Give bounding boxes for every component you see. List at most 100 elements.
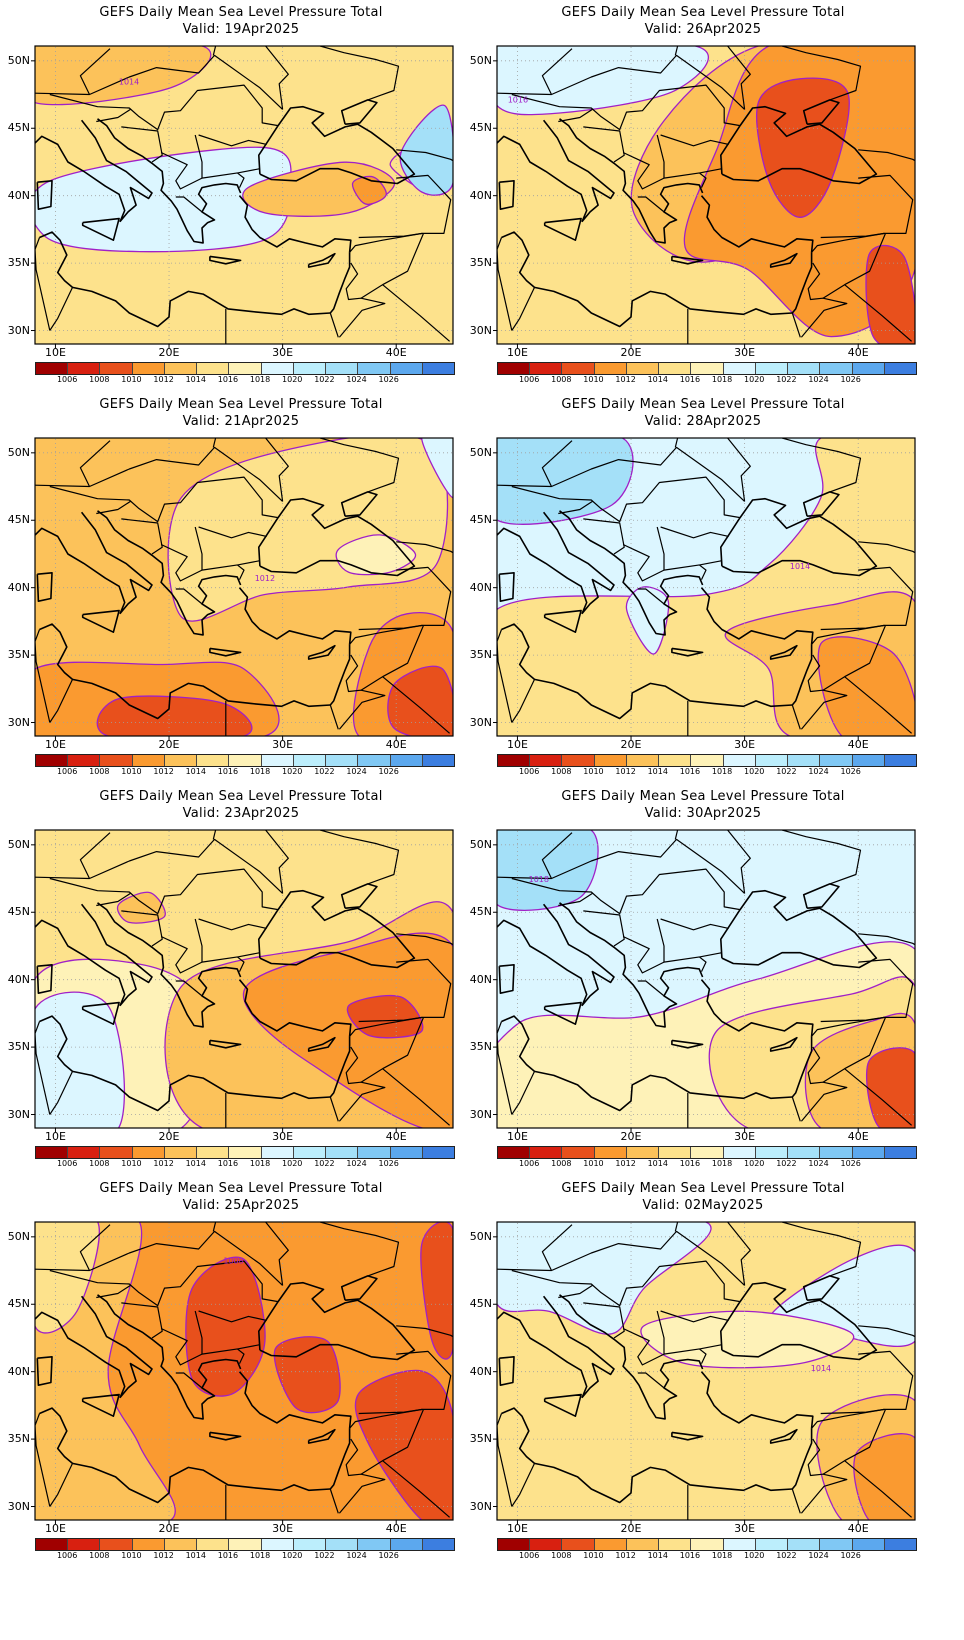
country-border: [858, 541, 915, 554]
colorbar-label: 1018: [249, 375, 271, 384]
coastline: [329, 1036, 351, 1098]
colorbar-swatch: [68, 755, 101, 766]
colorbar-swatch: [358, 1539, 391, 1550]
country-border: [396, 933, 453, 946]
pressure-map: 1008: [31, 1221, 454, 1524]
longitude-label: 20E: [620, 346, 642, 359]
colorbar-swatch: [293, 1539, 327, 1550]
country-border: [265, 1222, 289, 1286]
country-border: [49, 679, 74, 723]
colorbar-swatch: [530, 1147, 563, 1158]
country-border: [79, 48, 111, 95]
colorbar-swatch: [594, 363, 627, 374]
country-border: [511, 476, 741, 523]
longitude-label: 40E: [385, 346, 407, 359]
latitude-label: 45N: [469, 121, 492, 135]
longitude-label: 30E: [734, 738, 756, 751]
country-border: [121, 518, 163, 555]
colorbar-label: 1006: [56, 375, 78, 384]
country-border: [622, 935, 723, 974]
country-border: [511, 1071, 536, 1115]
country-border: [858, 1325, 915, 1338]
latitude-label: 50N: [469, 445, 492, 459]
coastline: [769, 644, 798, 660]
colorbar-label: 1006: [518, 767, 540, 776]
colorbar-swatch: [530, 1539, 563, 1550]
coastline: [802, 491, 840, 517]
colorbar-swatch: [562, 1147, 595, 1158]
latitude-label: 35N: [469, 648, 492, 662]
coastline: [671, 1431, 704, 1441]
colorbar-swatch: [358, 363, 391, 374]
colorbar-label: 1010: [583, 1159, 604, 1168]
coastline: [35, 1295, 153, 1399]
colorbar-label: 1022: [314, 375, 335, 384]
colorbar-label: 1010: [121, 1551, 142, 1560]
colorbar-label: 1016: [217, 375, 239, 384]
country-border: [35, 446, 284, 502]
coastline: [36, 964, 53, 994]
coastline: [209, 1431, 242, 1441]
colorbar-label: 1020: [282, 767, 303, 776]
latitude-label: 35N: [7, 1432, 30, 1446]
country-border: [511, 287, 536, 331]
colorbar-label: 1012: [153, 1159, 174, 1168]
pressure-contour-band: [387, 665, 453, 736]
country-border: [96, 1284, 131, 1299]
country-border: [727, 438, 751, 502]
country-border: [811, 1016, 885, 1037]
pressure-colorbar: [497, 754, 917, 767]
longitude-label: 30E: [272, 738, 294, 751]
map-panel: GEFS Daily Mean Sea Level Pressure Total…: [0, 1176, 482, 1586]
country-border: [329, 312, 339, 338]
coastline: [719, 1281, 878, 1361]
latitude-label: 30N: [469, 323, 492, 337]
pressure-contour-band: [354, 1369, 453, 1520]
longitude-label: 40E: [385, 1130, 407, 1143]
coastline: [238, 1371, 352, 1429]
coastline: [340, 491, 378, 517]
panel-title: GEFS Daily Mean Sea Level Pressure Total: [99, 5, 383, 20]
coastline: [700, 195, 814, 253]
country-border: [360, 233, 425, 299]
coastline: [35, 903, 153, 1007]
coastline: [340, 99, 378, 125]
country-border: [660, 1310, 729, 1323]
country-border: [79, 440, 111, 487]
country-border: [49, 476, 279, 523]
country-border: [35, 1230, 284, 1286]
colorbar-swatch: [530, 755, 563, 766]
country-border: [622, 543, 723, 582]
longitude-label: 10E: [44, 1130, 66, 1143]
country-border: [511, 1260, 741, 1307]
colorbar-swatch: [132, 755, 165, 766]
country-border: [511, 1463, 536, 1507]
colorbar-swatch: [261, 1147, 294, 1158]
coastline: [498, 964, 515, 994]
colorbar-label: 1012: [615, 1551, 636, 1560]
coastline: [81, 1393, 120, 1417]
colorbar-swatch: [562, 755, 595, 766]
country-border: [349, 1408, 423, 1429]
map-panel: GEFS Daily Mean Sea Level Pressure Total…: [0, 784, 482, 1194]
coastline: [559, 510, 704, 636]
pressure-map: 1014: [493, 1221, 916, 1524]
latitude-label: 40N: [469, 188, 492, 202]
colorbar-label: 1014: [185, 1159, 206, 1168]
coastline: [307, 252, 336, 268]
country-border: [396, 149, 453, 162]
colorbar-label: 1024: [808, 767, 829, 776]
colorbar-label: 1006: [518, 1551, 540, 1560]
country-border: [558, 892, 593, 907]
colorbar-label: 1016: [679, 375, 701, 384]
country-border: [198, 1310, 267, 1323]
colorbar-swatch: [755, 1539, 789, 1550]
longitude-label: 10E: [506, 346, 528, 359]
map-panel: GEFS Daily Mean Sea Level Pressure Total…: [462, 1176, 944, 1586]
country-border: [396, 541, 453, 554]
panel-title: GEFS Daily Mean Sea Level Pressure Total: [99, 1181, 383, 1196]
colorbar-swatch: [659, 363, 692, 374]
country-border: [198, 526, 267, 539]
colorbar-swatch: [229, 363, 262, 374]
colorbar-label: 1008: [89, 1159, 110, 1168]
